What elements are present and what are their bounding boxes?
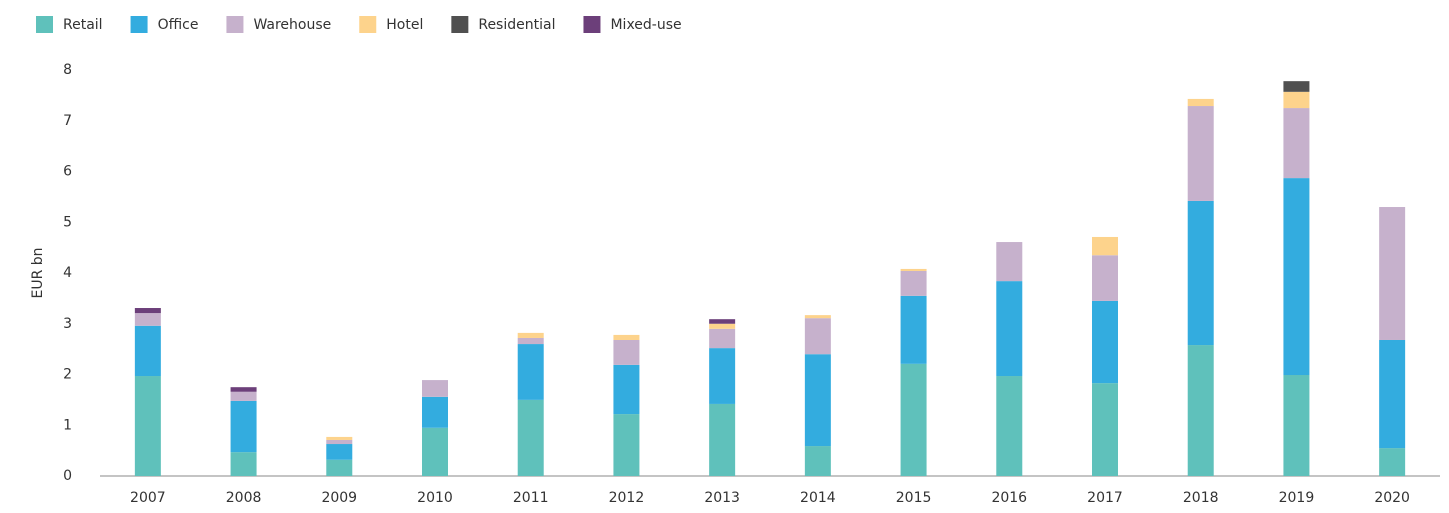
bar-segment <box>613 364 640 415</box>
y-tick-label: 0 <box>63 468 72 484</box>
bar-segment <box>996 281 1023 377</box>
bar-segment <box>1187 98 1214 107</box>
bar-segment <box>326 444 353 460</box>
bar-segment <box>326 436 353 440</box>
x-tick-label: 2014 <box>800 490 836 506</box>
y-tick-label: 2 <box>63 367 72 383</box>
bar-segment <box>804 354 831 447</box>
bar-segment <box>134 376 161 476</box>
legend-label: Hotel <box>386 17 423 33</box>
bar-segment <box>517 399 544 476</box>
bar-segment <box>230 387 257 392</box>
bar-segment <box>134 325 161 377</box>
bar-segment <box>422 396 448 428</box>
bar-segment <box>134 313 161 326</box>
y-tick-label: 8 <box>63 62 72 78</box>
x-tick-label: 2016 <box>991 490 1027 506</box>
bar-segment <box>709 319 736 324</box>
bar-segment <box>1187 345 1214 476</box>
bar-segment <box>804 446 831 476</box>
bar-segment <box>709 323 736 329</box>
legend-label: Retail <box>63 17 103 33</box>
bar-segment <box>1283 375 1310 476</box>
legend-swatch <box>36 16 53 33</box>
bar-segment <box>900 363 927 476</box>
legend-swatch <box>451 16 469 33</box>
legend-label: Residential <box>478 17 555 33</box>
bar-segment <box>517 344 544 400</box>
bar-segment <box>804 315 831 319</box>
bar-segment <box>709 328 736 349</box>
bar-segment <box>230 391 257 401</box>
legend-swatch <box>583 16 601 33</box>
bar-segment <box>996 376 1023 476</box>
bar-segment <box>517 332 544 338</box>
x-tick-label: 2013 <box>704 490 740 506</box>
x-tick-label: 2017 <box>1087 490 1123 506</box>
bar-segment <box>1092 383 1118 476</box>
bar-segment <box>1283 81 1310 92</box>
x-tick-label: 2015 <box>896 490 932 506</box>
bar-segment <box>134 308 161 314</box>
bar-segment <box>900 270 927 296</box>
bar-segment <box>900 268 927 271</box>
bar-segment <box>1092 255 1118 301</box>
x-tick-label: 2008 <box>226 490 262 506</box>
bar-segment <box>1283 178 1310 376</box>
bar-segment <box>230 452 257 476</box>
bar-segment <box>709 348 736 404</box>
bar-segment <box>1283 108 1310 179</box>
x-tick-label: 2010 <box>417 490 453 506</box>
bar-segment <box>517 337 544 345</box>
y-tick-label: 5 <box>63 214 72 230</box>
y-tick-label: 6 <box>63 164 72 180</box>
bar-segment <box>900 295 927 364</box>
legend-label: Office <box>158 17 199 33</box>
bar-segment <box>1187 106 1214 201</box>
x-tick-label: 2018 <box>1183 490 1219 506</box>
bar-segment <box>1283 91 1310 109</box>
legend-swatch <box>130 16 148 33</box>
bar-segment <box>326 459 353 476</box>
y-tick-label: 7 <box>63 113 72 129</box>
y-axis-label: EUR bn <box>30 247 46 298</box>
bar-segment <box>1187 200 1214 346</box>
bar-segment <box>1379 207 1406 340</box>
x-tick-label: 2012 <box>609 490 645 506</box>
bar-segment <box>613 334 640 340</box>
bar-segment <box>804 318 831 355</box>
x-tick-label: 2019 <box>1279 490 1315 506</box>
y-tick-label: 3 <box>63 316 72 332</box>
x-tick-label: 2011 <box>513 490 549 506</box>
y-tick-label: 4 <box>63 265 72 281</box>
legend-swatch <box>359 16 377 33</box>
bar-segment <box>230 400 257 453</box>
bar-segment <box>1092 300 1118 384</box>
bar-segment <box>613 339 640 365</box>
legend-swatch <box>226 16 244 33</box>
bar-segment <box>613 414 640 476</box>
legend-label: Warehouse <box>253 17 331 33</box>
y-tick-label: 1 <box>63 417 72 433</box>
bar-segment <box>1379 448 1406 476</box>
bar-segment <box>422 427 448 476</box>
bar-segment <box>1379 339 1406 449</box>
bar-segment <box>1092 236 1118 256</box>
x-tick-label: 2009 <box>321 490 357 506</box>
legend-label: Mixed-use <box>610 17 681 33</box>
bar-segment <box>996 242 1023 282</box>
x-tick-label: 2007 <box>130 490 166 506</box>
bar-segment <box>422 380 448 397</box>
x-tick-label: 2020 <box>1374 490 1410 506</box>
bar-segment <box>326 439 353 445</box>
bar-segment <box>709 403 736 476</box>
